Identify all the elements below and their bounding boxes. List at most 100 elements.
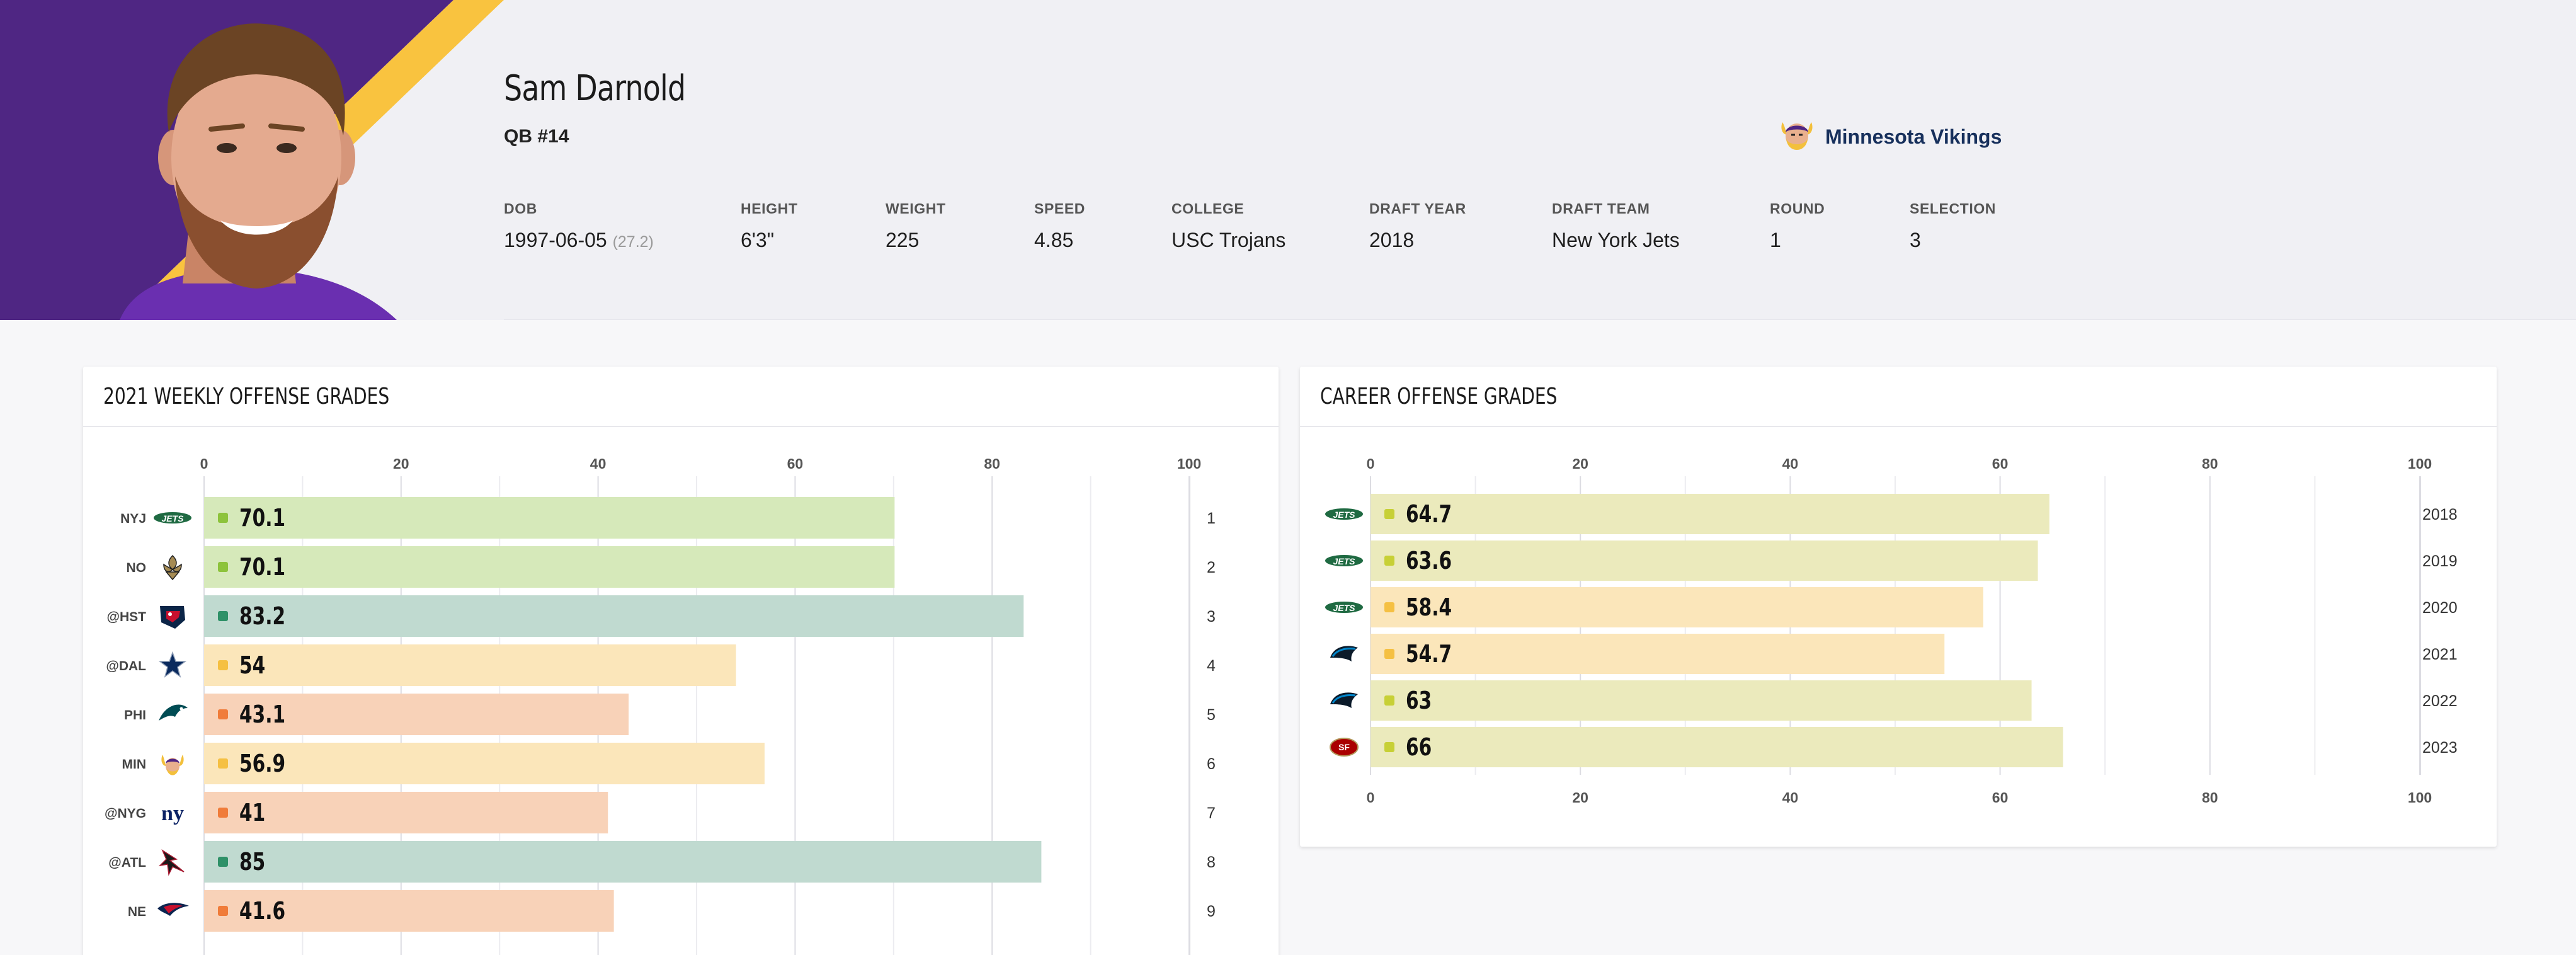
x-tick-label: 80 bbox=[984, 455, 1000, 472]
x-tick-label: 60 bbox=[787, 455, 804, 472]
grade-dot bbox=[218, 857, 228, 867]
season-label: 2021 bbox=[2422, 646, 2458, 663]
x-tick-label: 100 bbox=[2408, 789, 2432, 806]
bar-value-label: 41.6 bbox=[239, 897, 285, 925]
grade-dot bbox=[218, 906, 228, 916]
stat-value: New York Jets bbox=[1552, 229, 1680, 251]
grade-bar bbox=[1371, 680, 2032, 721]
season-label: 2019 bbox=[2422, 552, 2458, 570]
season-label: 2018 bbox=[2422, 506, 2458, 523]
grade-bar bbox=[1371, 494, 2049, 534]
patriots-logo-icon bbox=[157, 903, 189, 916]
grade-bar bbox=[204, 743, 765, 784]
x-tick-label: 100 bbox=[2408, 455, 2432, 472]
grade-bar bbox=[204, 497, 895, 539]
season-label: 2022 bbox=[2422, 692, 2458, 710]
bar-value-label: 54 bbox=[239, 651, 265, 680]
stat-speed: SPEED 4.85 bbox=[1034, 200, 1085, 252]
bar-value-label: 83.2 bbox=[239, 602, 285, 631]
stat-label: HEIGHT bbox=[741, 200, 798, 217]
grade-bar bbox=[1371, 587, 1983, 627]
week-label: 4 bbox=[1207, 657, 1216, 675]
opponent-label: @DAL bbox=[106, 659, 146, 673]
49ers-logo-icon: SF bbox=[1330, 738, 1359, 757]
week-label: 2 bbox=[1207, 559, 1216, 576]
bar-value-label: 85 bbox=[239, 848, 265, 876]
career-grades-card: CAREER OFFENSE GRADES 0 20 40 60 80 100 0 20 40 6… bbox=[1300, 367, 2497, 847]
x-tick-label: 60 bbox=[1992, 455, 2009, 472]
week-label: 1 bbox=[1207, 510, 1216, 527]
week-label: 9 bbox=[1207, 903, 1216, 920]
bar-value-label: 70.1 bbox=[239, 504, 285, 532]
stat-label: DOB bbox=[504, 200, 537, 217]
bars: 64.7 JETS 2018 63.6 JETS 2019 58.4 JETS 2020 54.7… bbox=[1325, 494, 2458, 767]
stat-value: 1997-06-05 bbox=[504, 229, 607, 251]
panthers-logo-icon bbox=[1330, 692, 1358, 708]
x-tick-label: 20 bbox=[393, 455, 409, 472]
grade-dot bbox=[218, 808, 228, 818]
team-link[interactable]: Minnesota Vikings bbox=[1777, 116, 2002, 157]
stat-value: 1 bbox=[1770, 229, 1781, 251]
grade-bar bbox=[204, 595, 1024, 637]
stat-label: DRAFT YEAR bbox=[1369, 200, 1466, 217]
panthers-logo-icon bbox=[1330, 646, 1358, 661]
week-label: 7 bbox=[1207, 804, 1216, 822]
bar-value-label: 58.4 bbox=[1406, 593, 1452, 622]
svg-text:JETS: JETS bbox=[1333, 603, 1355, 613]
grade-bar bbox=[204, 694, 629, 735]
opponent-label: MIN bbox=[122, 757, 147, 772]
bar-value-label: 66 bbox=[1406, 733, 1432, 762]
stat-label: SELECTION bbox=[1910, 200, 1997, 217]
bars: 70.1 JETS NYJ 1 70.1 NO 2 83.2 @HST 3 54 @DAL 4 43.1 P… bbox=[105, 497, 1216, 932]
bar-value-label: 56.9 bbox=[239, 750, 285, 778]
stat-label: SPEED bbox=[1034, 200, 1085, 217]
x-tick-label: 100 bbox=[1177, 455, 1201, 472]
stat-label: WEIGHT bbox=[886, 200, 946, 217]
stat-round: ROUND 1 bbox=[1770, 200, 1825, 252]
bar-value-label: 63.6 bbox=[1406, 547, 1452, 575]
vikings-logo-icon bbox=[1781, 122, 1813, 150]
bar-value-label: 43.1 bbox=[239, 701, 285, 729]
grade-dot bbox=[218, 562, 228, 572]
stat-value: 4.85 bbox=[1034, 229, 1074, 251]
cowboys-logo-icon bbox=[158, 651, 187, 678]
opponent-label: NE bbox=[128, 905, 146, 919]
grade-dot bbox=[218, 611, 228, 621]
opponent-label: @NYG bbox=[105, 806, 146, 821]
grade-bar bbox=[1371, 727, 2063, 767]
grade-dot bbox=[1384, 649, 1394, 659]
stat-label: DRAFT TEAM bbox=[1552, 200, 1650, 217]
chart-title: 2021 WEEKLY OFFENSE GRADES bbox=[103, 383, 390, 409]
eagles-logo-icon bbox=[159, 704, 188, 721]
texans-logo-icon bbox=[160, 606, 185, 629]
x-tick-label: 40 bbox=[1782, 789, 1799, 806]
grade-bar bbox=[204, 841, 1042, 883]
grade-bar bbox=[204, 644, 736, 686]
x-tick-label: 40 bbox=[1782, 455, 1799, 472]
bar-value-label: 54.7 bbox=[1406, 640, 1452, 668]
x-tick-label: 0 bbox=[200, 455, 208, 472]
saints-logo-icon bbox=[163, 554, 182, 581]
career-grades-chart: 0 20 40 60 80 100 0 20 40 60 80 100 64.7 JETS 2018 63.6… bbox=[1325, 455, 2458, 806]
weekly-grades-chart: 0 20 40 60 80 100 70.1 JETS NYJ 1 70.1 NO 2 83.2 @HST 3… bbox=[105, 455, 1216, 955]
stat-value: USC Trojans bbox=[1171, 229, 1286, 251]
grade-dot bbox=[1384, 695, 1394, 706]
jets-logo-icon: JETS bbox=[1325, 508, 1363, 520]
stat-label: ROUND bbox=[1770, 200, 1825, 217]
x-tick-label: 60 bbox=[1992, 789, 2009, 806]
chart-title: CAREER OFFENSE GRADES bbox=[1320, 383, 1558, 409]
svg-text:JETS: JETS bbox=[1333, 510, 1355, 520]
card-header: CAREER OFFENSE GRADES bbox=[1300, 367, 2497, 427]
x-tick-label: 80 bbox=[2202, 789, 2218, 806]
jets-logo-icon: JETS bbox=[1325, 602, 1363, 613]
x-tick-label: 20 bbox=[1572, 789, 1588, 806]
opponent-label: @HST bbox=[107, 610, 147, 624]
grade-bar bbox=[204, 792, 608, 833]
grade-bar bbox=[204, 890, 614, 932]
bar-value-label: 64.7 bbox=[1406, 500, 1452, 529]
week-label: 3 bbox=[1207, 608, 1216, 626]
stat-selection: SELECTION 3 bbox=[1910, 200, 1996, 252]
weekly-grades-card: 2021 WEEKLY OFFENSE GRADES 0 20 40 60 80 100 7… bbox=[83, 367, 1279, 955]
week-label: 6 bbox=[1207, 755, 1216, 773]
stat-value: 2018 bbox=[1369, 229, 1415, 251]
